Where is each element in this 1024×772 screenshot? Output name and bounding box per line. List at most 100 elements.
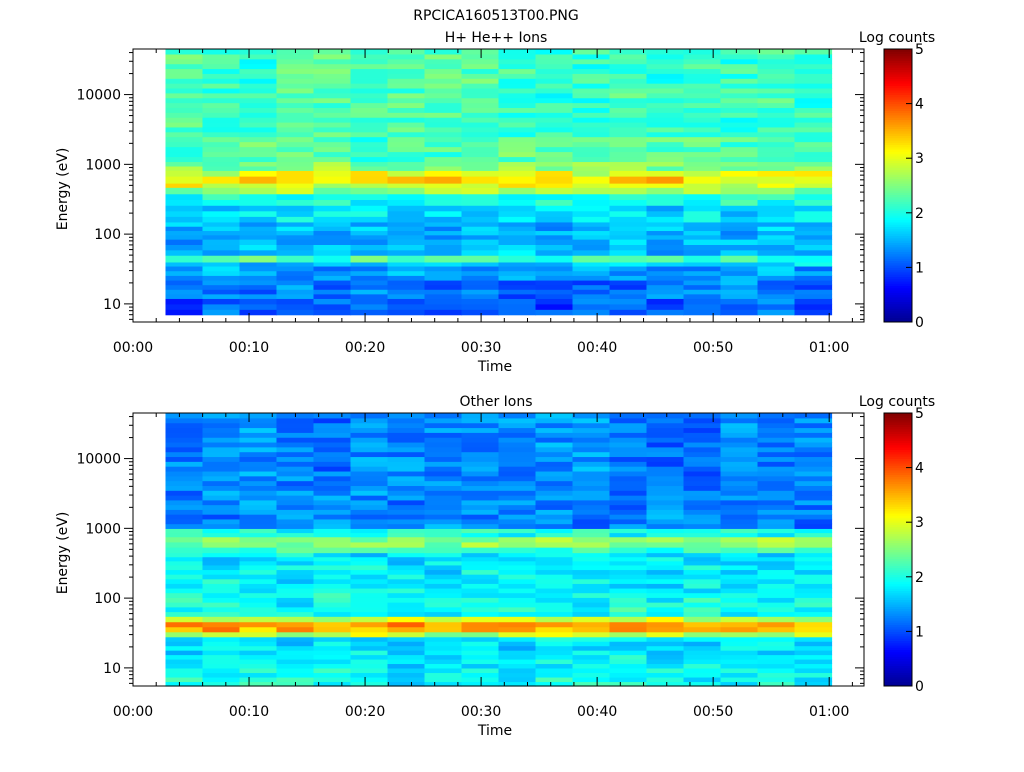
heatmap-cell — [646, 641, 685, 647]
heatmap-cell — [239, 631, 278, 638]
heatmap-cell — [757, 187, 796, 195]
heatmap-cell — [646, 466, 685, 472]
heatmap-cell — [646, 121, 685, 128]
heatmap-cell — [757, 606, 796, 613]
heatmap-cell — [757, 475, 796, 482]
heatmap-cell — [683, 650, 722, 656]
heatmap-cell — [165, 480, 204, 487]
heatmap-cell — [424, 441, 463, 448]
heatmap-cell — [535, 265, 574, 272]
heatmap-cell — [683, 284, 722, 290]
heatmap-cell — [720, 309, 759, 316]
heatmap-cell — [720, 244, 759, 251]
heatmap-cell — [535, 244, 574, 251]
heatmap-cell — [461, 606, 500, 613]
colorbar-segment — [884, 497, 912, 500]
heatmap-cell — [609, 451, 648, 458]
heatmap-cell — [424, 126, 463, 133]
heatmap-cell — [757, 504, 796, 510]
heatmap-cell — [609, 485, 648, 491]
colorbar-segment — [884, 192, 912, 196]
heatmap-cell — [535, 606, 574, 613]
heatmap-cell — [276, 606, 315, 613]
heatmap-cell — [165, 121, 204, 128]
heatmap-cell — [165, 244, 204, 251]
heatmap-cell — [794, 611, 833, 617]
heatmap-cell — [387, 165, 426, 171]
heatmap-cell — [239, 518, 278, 525]
heatmap-cell — [165, 574, 204, 580]
heatmap-cell — [720, 87, 759, 94]
heatmap-cell — [646, 663, 685, 669]
heatmap-cell — [165, 645, 204, 651]
heatmap-cell — [276, 210, 315, 217]
heatmap-cell — [239, 547, 278, 554]
heatmap-cell — [387, 645, 426, 651]
heatmap-cell — [461, 165, 500, 171]
heatmap-cell — [572, 636, 611, 642]
heatmap-cell — [572, 255, 611, 263]
heatmap-cell — [387, 78, 426, 84]
heatmap-cell — [239, 514, 278, 520]
heatmap-cell — [720, 284, 759, 290]
heatmap-cell — [535, 284, 574, 290]
heatmap-cell — [683, 265, 722, 272]
heatmap-cell — [572, 641, 611, 647]
heatmap-cell — [609, 658, 648, 665]
heatmap-cell — [683, 121, 722, 128]
heatmap-cell — [165, 193, 204, 201]
heatmap-cell — [424, 587, 463, 594]
heatmap-cell — [683, 514, 722, 520]
heatmap-cell — [202, 592, 241, 598]
colorbar-tick-label: 4 — [915, 97, 924, 113]
heatmap-cell — [720, 117, 759, 123]
heatmap-cell — [683, 293, 722, 299]
heatmap-cell — [387, 73, 426, 79]
colorbar-segment — [884, 105, 912, 109]
heatmap-cell — [720, 536, 759, 543]
heatmap-cell — [461, 216, 500, 223]
heatmap-cell — [350, 221, 389, 227]
heatmap-cell — [572, 556, 611, 562]
heatmap-cell — [572, 427, 611, 433]
heatmap-cell — [313, 176, 352, 184]
y-tick-label: 1000 — [85, 521, 121, 537]
colorbar-segment — [884, 155, 912, 159]
heatmap-cell — [609, 78, 648, 84]
heatmap-cell — [683, 193, 722, 201]
heatmap-cell — [202, 293, 241, 299]
heatmap-cell — [609, 289, 648, 295]
heatmap-cell — [498, 631, 537, 638]
heatmap-cell — [757, 569, 796, 575]
heatmap-cell — [794, 176, 833, 184]
heatmap-cell — [313, 427, 352, 433]
colorbar-tick-label: 0 — [915, 315, 924, 331]
heatmap-cell — [609, 417, 648, 424]
colorbar-segment — [884, 633, 912, 637]
heatmap-cell — [387, 146, 426, 153]
heatmap-cell — [202, 112, 241, 118]
heatmap-cell — [202, 626, 241, 633]
heatmap-cell — [276, 441, 315, 448]
colorbar-segment — [884, 71, 912, 75]
heatmap-cell — [424, 480, 463, 487]
heatmap-cell — [239, 270, 278, 276]
heatmap-cell — [609, 239, 648, 245]
heatmap-cell — [461, 518, 500, 525]
heatmap-cell — [609, 176, 648, 184]
heatmap-cell — [350, 451, 389, 458]
colorbar-segment — [884, 547, 912, 550]
heatmap-cell — [424, 161, 463, 167]
heatmap-cell — [387, 205, 426, 212]
heatmap-cell — [498, 165, 537, 171]
heatmap-cell — [794, 650, 833, 656]
heatmap-cell — [276, 244, 315, 251]
heatmap-cell — [202, 161, 241, 167]
heatmap-cell — [461, 239, 500, 245]
heatmap-cell — [202, 437, 241, 443]
heatmap-cell — [535, 536, 574, 543]
heatmap-cell — [202, 230, 241, 236]
colorbar-segment — [884, 590, 912, 594]
heatmap-cell — [313, 112, 352, 118]
